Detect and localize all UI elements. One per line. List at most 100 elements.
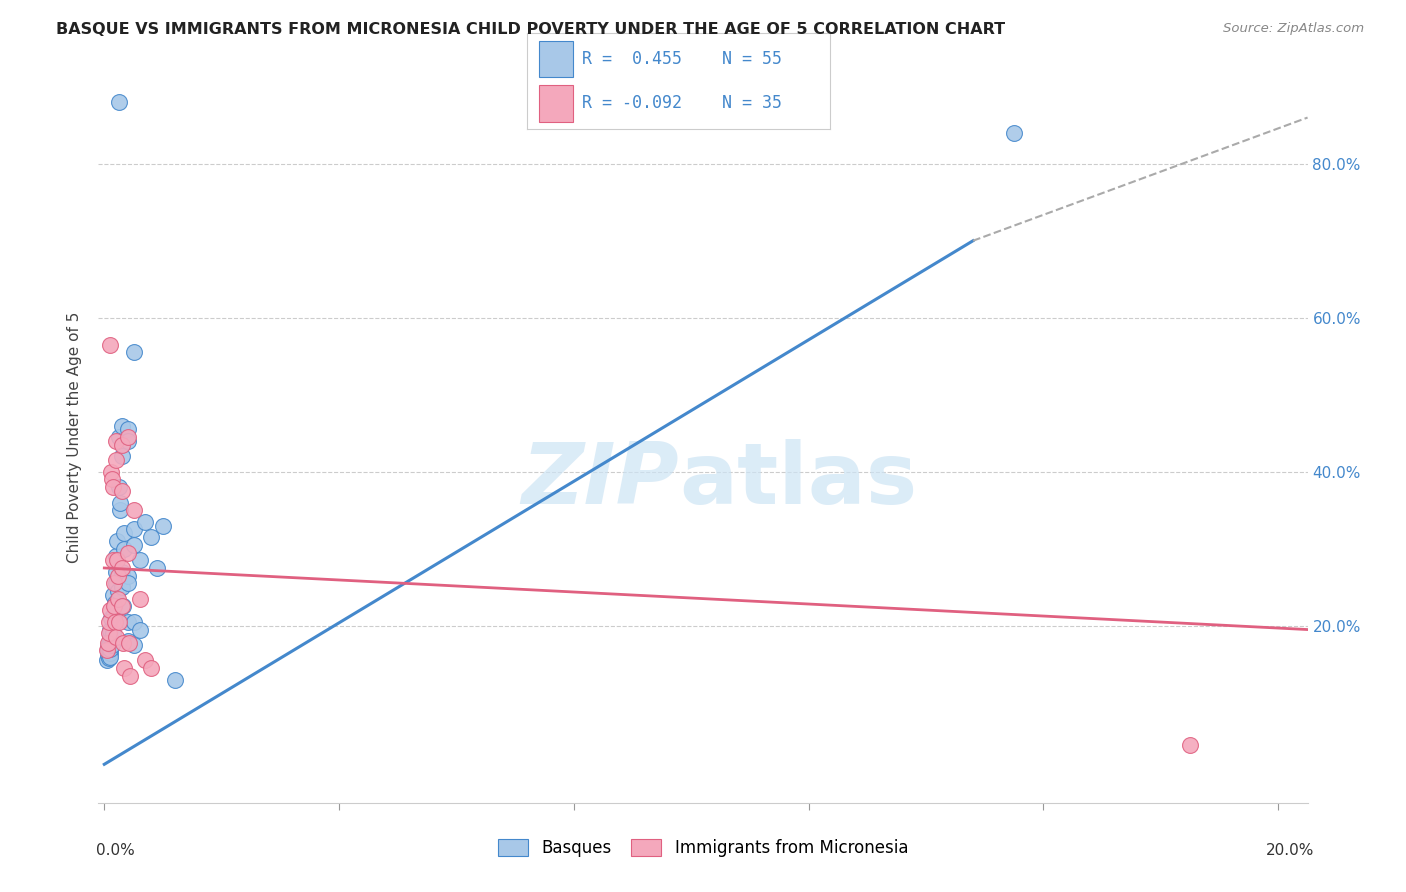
- Point: [101, 472, 124, 486]
- Point: [118, 635, 141, 649]
- Point: [117, 634, 139, 648]
- Point: [101, 480, 124, 494]
- Point: [105, 576, 128, 591]
- Point: [98, 623, 121, 637]
- Point: [101, 626, 124, 640]
- Point: [98, 630, 121, 644]
- Point: [128, 623, 150, 637]
- Text: Source: ZipAtlas.com: Source: ZipAtlas.com: [1223, 22, 1364, 36]
- Point: [122, 615, 145, 629]
- Point: [103, 607, 125, 622]
- Point: [97, 648, 120, 662]
- Point: [97, 640, 120, 655]
- Point: [100, 611, 122, 625]
- Point: [107, 584, 129, 599]
- Point: [98, 638, 121, 652]
- Point: [98, 646, 121, 660]
- Point: [163, 673, 186, 687]
- Point: [122, 523, 145, 537]
- Point: [98, 626, 121, 640]
- Point: [97, 635, 120, 649]
- Point: [122, 638, 145, 652]
- Point: [98, 641, 121, 656]
- Point: [98, 337, 121, 351]
- Point: [118, 669, 141, 683]
- Point: [128, 553, 150, 567]
- Point: [117, 434, 139, 448]
- Point: [108, 495, 131, 509]
- Point: [104, 615, 127, 629]
- Point: [134, 515, 156, 529]
- Point: [96, 643, 118, 657]
- Point: [146, 561, 169, 575]
- Point: [122, 503, 145, 517]
- Point: [97, 643, 120, 657]
- Point: [141, 530, 163, 544]
- Point: [111, 580, 134, 594]
- Text: BASQUE VS IMMIGRANTS FROM MICRONESIA CHILD POVERTY UNDER THE AGE OF 5 CORRELATIO: BASQUE VS IMMIGRANTS FROM MICRONESIA CHI…: [56, 22, 1005, 37]
- Point: [105, 434, 128, 448]
- Point: [111, 483, 134, 498]
- Point: [98, 603, 121, 617]
- Point: [152, 518, 174, 533]
- Point: [111, 565, 134, 579]
- Point: [117, 430, 139, 444]
- Point: [1002, 126, 1025, 140]
- Point: [112, 526, 135, 541]
- Point: [107, 591, 129, 606]
- Point: [111, 418, 134, 433]
- Point: [111, 599, 134, 614]
- Point: [103, 599, 125, 614]
- Point: [111, 438, 134, 452]
- Point: [1180, 738, 1202, 752]
- Point: [122, 538, 145, 552]
- Point: [117, 615, 139, 629]
- Point: [103, 599, 125, 614]
- Point: [108, 615, 131, 629]
- Point: [98, 634, 121, 648]
- Point: [104, 596, 127, 610]
- Legend: Basques, Immigrants from Micronesia: Basques, Immigrants from Micronesia: [491, 832, 915, 864]
- Point: [103, 576, 125, 591]
- Point: [112, 541, 135, 556]
- Point: [107, 568, 129, 582]
- Point: [100, 465, 122, 479]
- Text: ZIP: ZIP: [522, 440, 679, 523]
- Point: [101, 638, 124, 652]
- Point: [141, 661, 163, 675]
- Point: [105, 534, 128, 549]
- Point: [108, 480, 131, 494]
- Point: [117, 568, 139, 582]
- Point: [105, 565, 128, 579]
- Point: [98, 651, 121, 665]
- Text: 0.0%: 0.0%: [96, 843, 135, 858]
- Point: [117, 576, 139, 591]
- Point: [111, 561, 134, 575]
- Point: [101, 588, 124, 602]
- Point: [122, 345, 145, 359]
- Point: [112, 661, 135, 675]
- Point: [108, 503, 131, 517]
- Point: [128, 591, 150, 606]
- FancyBboxPatch shape: [540, 41, 572, 78]
- Text: R =  0.455    N = 55: R = 0.455 N = 55: [582, 50, 782, 68]
- Point: [105, 453, 128, 467]
- Point: [134, 653, 156, 667]
- Point: [117, 545, 139, 559]
- Point: [105, 549, 128, 564]
- FancyBboxPatch shape: [540, 85, 572, 121]
- Point: [112, 635, 135, 649]
- Point: [108, 430, 131, 444]
- Point: [112, 599, 135, 614]
- Text: 20.0%: 20.0%: [1267, 843, 1315, 858]
- Point: [105, 553, 128, 567]
- Y-axis label: Child Poverty Under the Age of 5: Child Poverty Under the Age of 5: [67, 311, 83, 563]
- Point: [98, 615, 121, 629]
- Point: [117, 422, 139, 436]
- Point: [108, 95, 131, 110]
- Point: [111, 450, 134, 464]
- Text: atlas: atlas: [679, 440, 917, 523]
- Text: R = -0.092    N = 35: R = -0.092 N = 35: [582, 95, 782, 112]
- Point: [98, 649, 121, 664]
- Point: [105, 630, 128, 644]
